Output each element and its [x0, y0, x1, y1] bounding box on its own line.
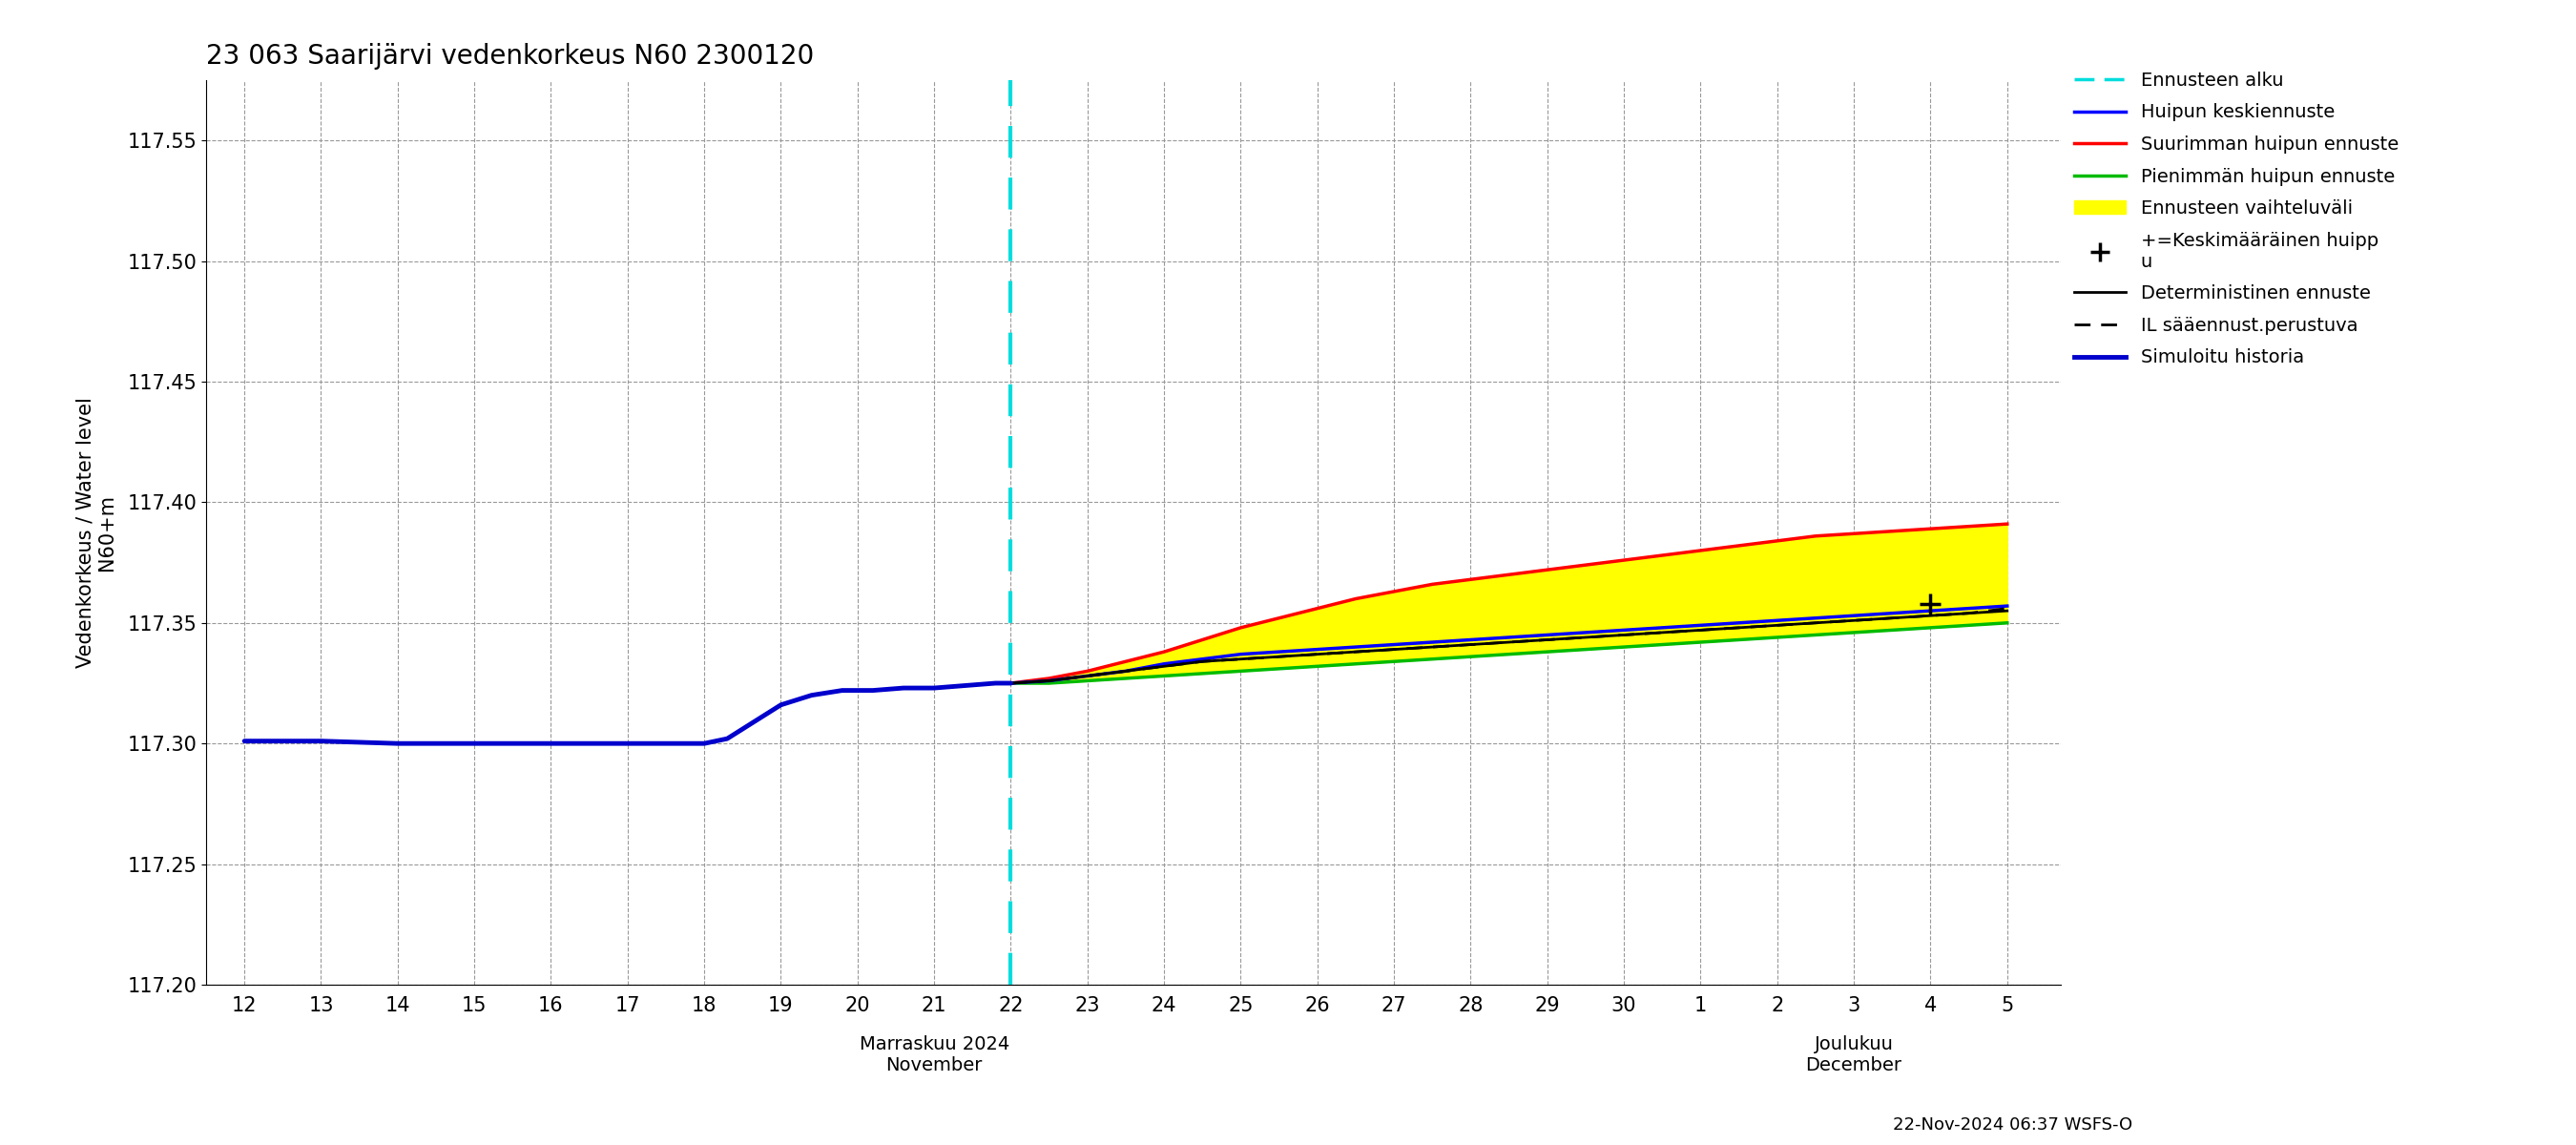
Legend: Ennusteen alku, Huipun keskiennuste, Suurimman huipun ennuste, Pienimmän huipun : Ennusteen alku, Huipun keskiennuste, Suu…: [2074, 71, 2398, 366]
Y-axis label: Vedenkorkeus / Water level
N60+m: Vedenkorkeus / Water level N60+m: [75, 397, 116, 668]
Text: Marraskuu 2024
November: Marraskuu 2024 November: [860, 1035, 1010, 1074]
Text: 22-Nov-2024 06:37 WSFS-O: 22-Nov-2024 06:37 WSFS-O: [1893, 1116, 2133, 1134]
Text: 23 063 Saarijärvi vedenkorkeus N60 2300120: 23 063 Saarijärvi vedenkorkeus N60 23001…: [206, 44, 814, 70]
Text: Joulukuu
December: Joulukuu December: [1806, 1035, 1901, 1074]
